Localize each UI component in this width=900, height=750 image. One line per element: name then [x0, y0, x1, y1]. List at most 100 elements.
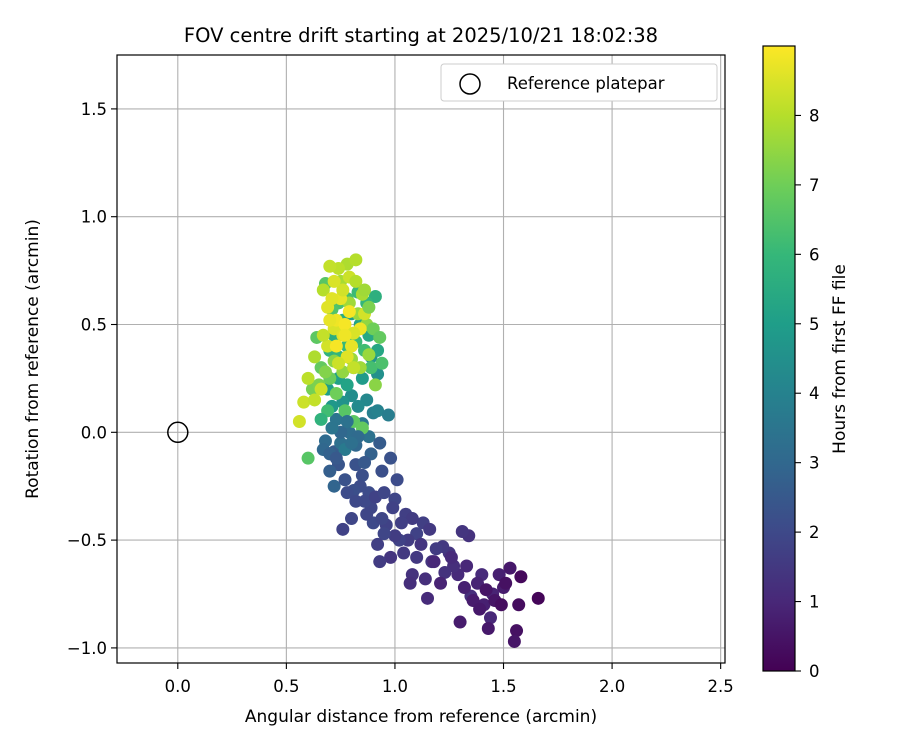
data-point [403, 576, 417, 590]
data-point [349, 494, 363, 508]
data-point [329, 339, 343, 353]
y-tick-label: −0.5 [67, 531, 107, 550]
colorbar-tick-label: 3 [809, 454, 820, 473]
data-point [297, 395, 311, 409]
colorbar-ticks: 0 1 2 3 4 5 6 7 8 [795, 106, 820, 681]
data-point [457, 581, 471, 595]
data-point [455, 524, 469, 538]
data-point [394, 516, 408, 530]
colorbar-tick-label: 2 [809, 523, 820, 542]
data-point [340, 486, 354, 500]
data-point [373, 330, 387, 344]
data-point [358, 455, 372, 469]
data-point [414, 537, 428, 551]
data-point [483, 611, 497, 625]
data-point [438, 565, 452, 579]
y-axis-ticks: −1.0 −0.5 0.0 0.5 1.0 1.5 [67, 100, 117, 658]
colorbar-tick-label: 6 [809, 245, 820, 264]
data-point [323, 259, 337, 273]
data-point [345, 436, 359, 450]
plot-frame [116, 54, 726, 664]
data-point [292, 415, 306, 429]
x-tick-label: 1.5 [490, 677, 516, 696]
data-point [308, 350, 322, 364]
data-point [301, 451, 315, 465]
data-point [384, 451, 398, 465]
data-point [362, 300, 376, 314]
data-point [473, 602, 487, 616]
data-point [347, 361, 361, 375]
data-point [336, 522, 350, 536]
data-point [351, 399, 365, 413]
colorbar-tick-label: 8 [809, 106, 820, 125]
data-point [368, 378, 382, 392]
data-point [423, 522, 437, 536]
data-point [390, 473, 404, 487]
colorbar-tick-label: 7 [809, 176, 820, 195]
grid-lines [117, 55, 725, 663]
data-point [499, 576, 513, 590]
data-point [308, 393, 322, 407]
data-point [301, 371, 315, 385]
data-point [373, 555, 387, 569]
data-point [340, 378, 354, 392]
data-point [384, 550, 398, 564]
y-tick-label: −1.0 [67, 639, 107, 658]
x-tick-label: 2.0 [599, 677, 625, 696]
data-point [434, 576, 448, 590]
x-axis-ticks: 0.0 0.5 1.0 1.5 2.0 2.5 [165, 663, 734, 696]
data-point [410, 550, 424, 564]
data-point [375, 464, 389, 478]
data-point [318, 365, 332, 379]
colorbar-tick-label: 5 [809, 315, 820, 334]
data-point [340, 415, 354, 429]
colorbar-label: Hours from first FF file [830, 264, 850, 454]
data-point [494, 598, 508, 612]
data-points [292, 253, 545, 648]
x-tick-label: 0.0 [165, 677, 191, 696]
chart-title: FOV centre drift starting at 2025/10/21 … [184, 24, 658, 47]
y-axis-label: Rotation from reference (arcmin) [23, 219, 43, 499]
data-point [405, 512, 419, 526]
data-point [507, 634, 521, 648]
plot-area [117, 55, 725, 663]
data-point [327, 479, 341, 493]
data-point [323, 313, 337, 327]
data-point [327, 274, 341, 288]
data-point [314, 382, 328, 396]
data-point [371, 404, 385, 418]
data-point [316, 328, 330, 342]
data-point [349, 274, 363, 288]
data-point [373, 436, 387, 450]
legend-label: Reference platepar [507, 74, 665, 93]
y-tick-label: 0.5 [81, 316, 107, 335]
colorbar-tick-label: 1 [809, 593, 820, 612]
data-point [325, 421, 339, 435]
data-point [444, 550, 458, 564]
y-tick-label: 0.0 [81, 423, 107, 442]
data-point [342, 305, 356, 319]
colorbar-tick-label: 4 [809, 384, 820, 403]
x-tick-label: 0.5 [273, 677, 299, 696]
colorbar [762, 45, 796, 672]
data-point [345, 512, 359, 526]
data-point [349, 253, 363, 267]
data-point [514, 570, 528, 584]
data-point [364, 361, 378, 375]
data-point [453, 615, 467, 629]
data-point [345, 339, 359, 353]
data-point [316, 283, 330, 297]
data-point [479, 583, 493, 597]
data-point [358, 283, 372, 297]
reference-platepar-marker [167, 421, 189, 444]
data-point [427, 555, 441, 569]
data-point [362, 348, 376, 362]
x-tick-label: 1.0 [382, 677, 408, 696]
data-point [355, 371, 369, 385]
data-point [321, 300, 335, 314]
data-point [510, 624, 524, 638]
data-point [375, 356, 389, 370]
data-point [371, 537, 385, 551]
data-point [336, 283, 350, 297]
